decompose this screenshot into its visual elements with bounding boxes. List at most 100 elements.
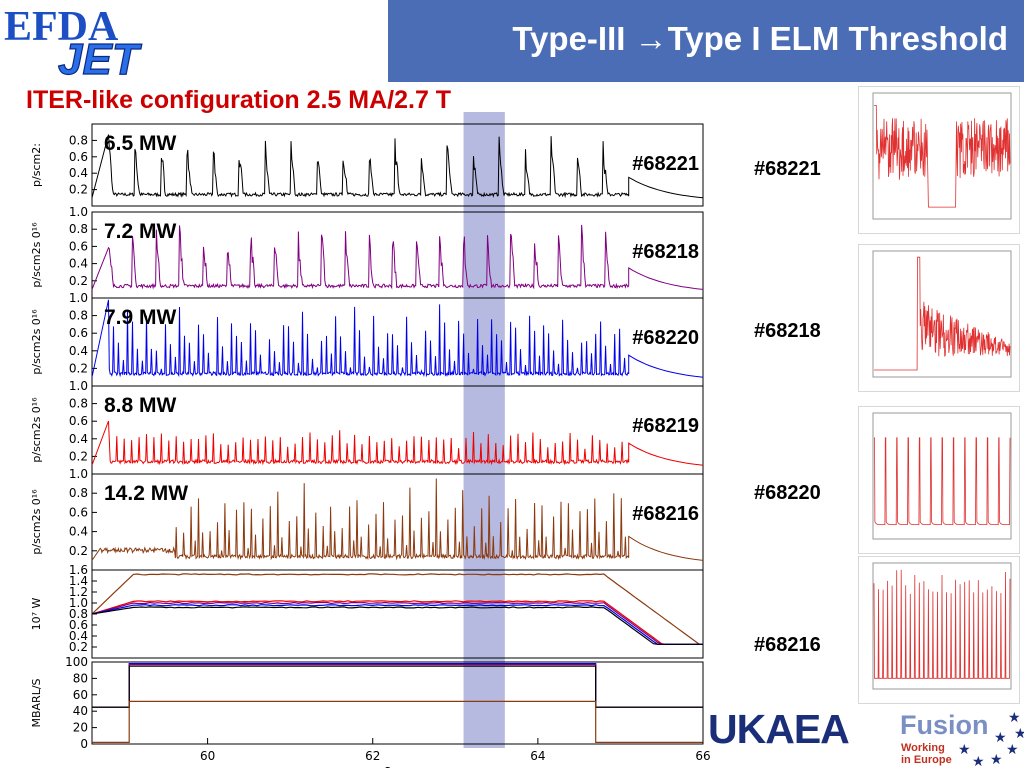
y-tick-label: 0.8 — [69, 486, 88, 500]
y-axis-label: p/scm2s 0¹⁶ — [30, 397, 43, 463]
panel-frame — [91, 123, 704, 207]
gas-flow-trace — [92, 663, 703, 708]
y-tick-label: 100 — [65, 655, 88, 669]
energy-trace — [91, 573, 704, 645]
y-axis-label: p/scm2: — [30, 143, 43, 187]
elm-time-traces-chart: 0.20.40.60.8p/scm2: 6.5 MW#682210.20.40.6… — [30, 112, 711, 768]
power-label: 8.8 MW — [104, 394, 177, 417]
thumbnail-trace — [874, 437, 1011, 525]
thumbnail-frame — [872, 562, 1012, 690]
x-tick-label: 64 — [530, 749, 545, 763]
y-axis-label: p/scm2s 0¹⁶ — [30, 489, 43, 555]
title-bar: Type-III →Type I ELM Threshold — [388, 0, 1024, 82]
shot-signal-trace — [91, 420, 704, 466]
y-tick-label: 0.8 — [69, 397, 88, 411]
shot-label: #68220 — [632, 327, 699, 349]
thumbnail-plot — [858, 406, 1020, 554]
panel-6: 0.20.40.60.81.01.21.41.6 10⁷ W — [30, 563, 704, 659]
thumbnail-trace — [874, 104, 1011, 208]
y-tick-label: 0.2 — [69, 544, 88, 558]
svg-text:★: ★ — [994, 730, 1007, 746]
y-tick-label: 0.6 — [69, 618, 88, 632]
eu-stars-icon: ★★★ ★★★ ★ — [958, 710, 1024, 768]
y-tick-label: 1.0 — [69, 205, 88, 219]
panel-frame — [91, 569, 704, 659]
shot-label: #68221 — [632, 153, 699, 175]
x-tick-label: 66 — [695, 749, 710, 763]
y-tick-label: 0.2 — [69, 183, 88, 197]
svg-text:★: ★ — [958, 742, 971, 758]
y-tick-label: 0.4 — [69, 166, 88, 180]
panel-7: 0 20 40 60 80 100 MBARL/S — [30, 655, 704, 751]
slide-subtitle: ITER-like configuration 2.5 MA/2.7 T — [26, 86, 452, 114]
y-tick-label: 1.4 — [69, 574, 88, 588]
gas-flow-trace — [92, 665, 703, 708]
thumbnail-frame — [872, 92, 1012, 220]
y-tick-label: 0.2 — [69, 640, 88, 654]
y-axis-label: p/scm2s 0¹⁶ — [30, 309, 43, 375]
thumbnail-frame — [872, 412, 1012, 540]
shot-signal-trace — [91, 224, 704, 290]
fusion-logo-tagline: Working in Europe — [901, 742, 952, 766]
fusion-logo-line-1: Working — [901, 742, 945, 754]
y-tick-label: 80 — [73, 671, 88, 685]
y-tick-label: 0.4 — [69, 257, 88, 271]
thumbnail-plot — [858, 86, 1020, 234]
y-tick-label: 0.6 — [69, 239, 88, 253]
y-tick-label: 1.0 — [69, 379, 88, 393]
svg-text:★: ★ — [1014, 726, 1024, 742]
panel-1: 0.2 0.4 0.6 0.8 p/scm2: 6.5 MW #68221 — [30, 123, 704, 207]
power-label: 7.2 MW — [104, 220, 177, 243]
y-tick-label: 0.2 — [69, 274, 88, 288]
y-tick-label: 0.4 — [69, 629, 88, 643]
energy-trace — [91, 600, 703, 645]
fusion-working-in-europe-logo: ★ ★ ★ ★ ★ ★ ★ Fusion Working in Europe — [898, 708, 1024, 768]
slide-title: Type-III →Type I ELM Threshold — [512, 20, 1008, 57]
efda-logo-text: EFDA — [4, 4, 119, 50]
thumbnail-trace — [873, 569, 1011, 679]
energy-trace — [91, 606, 703, 645]
shot-label: #68219 — [632, 415, 699, 437]
fusion-logo-title: Fusion — [900, 710, 989, 740]
shot-signal-trace — [91, 134, 704, 199]
thumbnail-svg — [872, 562, 1012, 690]
y-tick-label: 1.6 — [69, 563, 88, 577]
y-tick-label: 1.0 — [69, 467, 88, 481]
x-axis-label: s — [384, 763, 390, 768]
y-tick-label: 0.8 — [69, 222, 88, 236]
panel-2: 0.2 0.4 0.6 0.8 1.0 p/scm2s 0¹⁶ 7.2 MW #68218 — [30, 205, 704, 299]
y-tick-label: 1.0 — [69, 291, 88, 305]
fusion-logo-line-2: in Europe — [901, 754, 952, 766]
y-tick-label: 0.4 — [69, 344, 88, 358]
y-tick-label: 0.8 — [69, 309, 88, 323]
y-axis-label: 10⁷ W — [30, 597, 43, 630]
svg-text:★: ★ — [972, 754, 985, 768]
shot-signal-trace — [91, 299, 704, 378]
power-label: 14.2 MW — [104, 482, 188, 505]
y-axis-label: p/scm2s 0¹⁶ — [30, 222, 43, 288]
energy-trace — [91, 601, 703, 645]
thumbnail-shot-label: #68221 — [754, 158, 821, 180]
panel-frame — [91, 661, 704, 745]
panel-frame — [91, 211, 704, 299]
thumbnail-svg — [872, 412, 1012, 540]
y-tick-label: 0.4 — [69, 525, 88, 539]
svg-text:★: ★ — [1006, 742, 1019, 758]
x-tick-label: 62 — [365, 749, 380, 763]
x-tick-label: 60 — [200, 749, 215, 763]
thumbnail-svg — [872, 250, 1012, 378]
y-tick-label: 20 — [73, 721, 88, 735]
shot-label: #68218 — [632, 241, 699, 263]
shot-signal-trace — [91, 478, 704, 561]
gas-flow-trace — [92, 700, 703, 744]
y-tick-label: 60 — [73, 688, 88, 702]
jet-logo-text: JET — [58, 35, 142, 78]
efda-jet-logo: EFDA JET — [4, 4, 142, 78]
energy-trace — [91, 604, 703, 645]
svg-text:★: ★ — [1008, 710, 1021, 726]
y-tick-label: 0 — [80, 737, 88, 751]
panel-5: 0.2 0.4 0.6 0.8 1.0 p/scm2s 0¹⁶ 14.2 MW #68216 — [30, 467, 704, 571]
y-tick-label: 0.4 — [69, 432, 88, 446]
thumbnail-plot — [858, 556, 1020, 704]
y-tick-label: 1.0 — [69, 596, 88, 610]
